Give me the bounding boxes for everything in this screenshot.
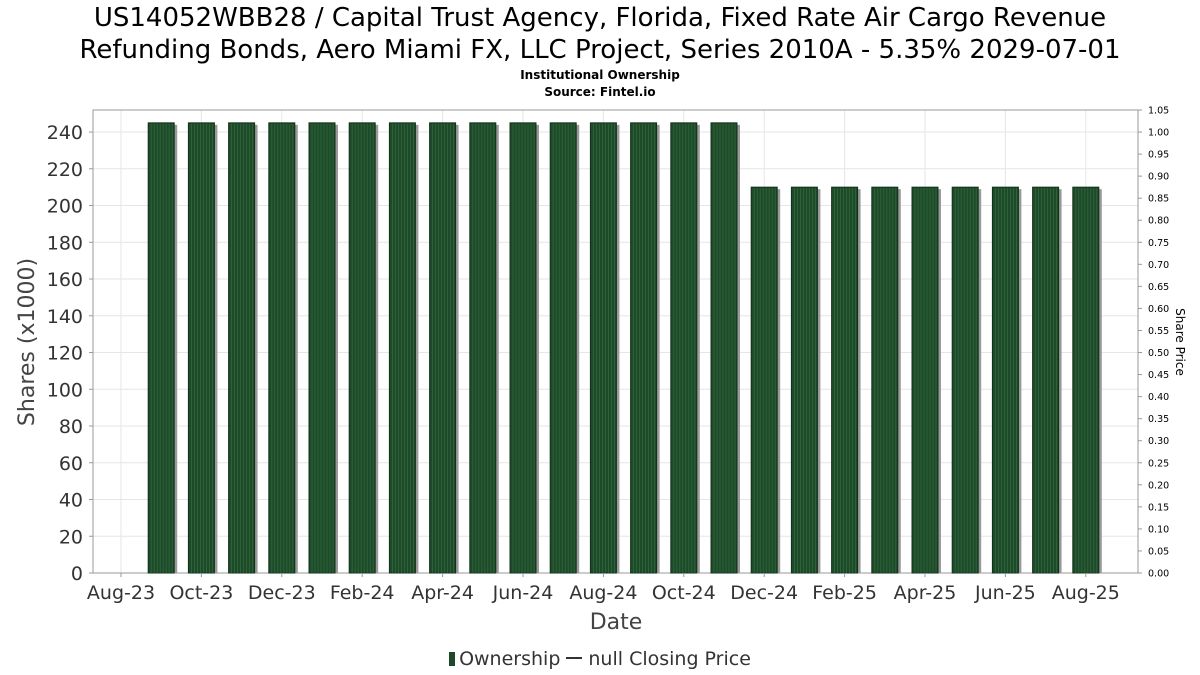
ownership-bar (710, 122, 738, 574)
y-tick-label: 60 (59, 453, 83, 475)
ownership-bar (348, 122, 376, 574)
x-tick-label: Jun-25 (974, 582, 1036, 604)
ownership-bar (1072, 186, 1100, 574)
y-tick-label: 0 (71, 563, 83, 585)
y2-tick-label: 0.05 (1148, 546, 1169, 557)
ownership-bar (549, 122, 577, 574)
x-tick-label: Apr-24 (411, 582, 474, 604)
y2-tick-label: 0.65 (1148, 282, 1169, 293)
ownership-bar (871, 186, 899, 574)
x-tick-label: Oct-24 (652, 582, 716, 604)
ownership-bar (670, 122, 698, 574)
ownership-bar (790, 186, 818, 574)
ownership-bar (831, 186, 859, 574)
y-axis-label: Shares (x1000) (15, 258, 40, 426)
ownership-bar (630, 122, 658, 574)
x-tick-label: Dec-23 (248, 582, 316, 604)
y-tick-label: 220 (47, 159, 83, 181)
y2-tick-label: 0.20 (1148, 480, 1169, 491)
y-tick-label: 20 (59, 526, 83, 548)
x-tick-label: Aug-25 (1052, 582, 1120, 604)
ownership-bar (187, 122, 215, 574)
y-tick-label: 240 (47, 122, 83, 144)
y2-tick-label: 0.60 (1148, 304, 1169, 315)
y2-tick-label: 0.10 (1148, 524, 1169, 535)
ownership-bar (750, 186, 778, 574)
x-tick-label: Feb-25 (812, 582, 877, 604)
x-tick-label: Oct-23 (169, 582, 233, 604)
ownership-bar (147, 122, 175, 574)
y-tick-label: 40 (59, 490, 83, 512)
y2-tick-label: 0.80 (1148, 216, 1169, 227)
ownership-bar (388, 122, 416, 574)
y-tick-label: 100 (47, 379, 83, 401)
y2-tick-label: 0.95 (1148, 150, 1169, 161)
y-axis: 0 20 40 60 80 100 120 140 160 180 200 220 240 (47, 122, 93, 585)
y-tick-label: 140 (47, 306, 83, 328)
y2-tick-label: 0.30 (1148, 436, 1169, 447)
y2-axis: 0.00 0.05 0.10 0.15 0.20 0.25 0.30 0.35 0.40 0.45… (1138, 106, 1169, 580)
x-tick-label: Feb-24 (330, 582, 395, 604)
ownership-bar (308, 122, 336, 574)
x-axis-label: Date (590, 610, 643, 635)
y2-tick-label: 0.25 (1148, 458, 1169, 469)
y2-tick-label: 0.40 (1148, 392, 1169, 403)
chart-title-line1: US14052WBB28 / Capital Trust Agency, Flo… (93, 3, 1107, 33)
chart-subtitle: Institutional Ownership (520, 68, 680, 82)
y2-tick-label: 1.00 (1148, 128, 1169, 139)
x-tick-label: Jun-24 (492, 582, 554, 604)
x-tick-label: Apr-25 (894, 582, 957, 604)
legend: Ownership null Closing Price (0, 648, 1200, 670)
bars (147, 122, 1102, 574)
ownership-bar (469, 122, 497, 574)
ownership-bar (589, 122, 617, 574)
ownership-bar (1032, 186, 1060, 574)
x-tick-label: Dec-24 (730, 582, 798, 604)
chart-source: Source: Fintel.io (544, 85, 656, 99)
y2-tick-label: 0.35 (1148, 414, 1169, 425)
y2-tick-label: 0.15 (1148, 502, 1169, 513)
x-tick-label: Aug-24 (569, 582, 637, 604)
y2-tick-label: 0.90 (1148, 172, 1169, 183)
x-axis: Aug-23 Oct-23 Dec-23 Feb-24 Apr-24 Jun-24 Aug-… (87, 573, 1120, 604)
y-tick-label: 200 (47, 196, 83, 218)
ownership-bar (991, 186, 1019, 574)
y-tick-label: 160 (47, 269, 83, 291)
y-tick-label: 80 (59, 416, 83, 438)
ownership-bar (951, 186, 979, 574)
ownership-legend-swatch (449, 652, 456, 666)
y2-axis-label: Share Price (1173, 308, 1187, 376)
y2-tick-label: 0.85 (1148, 194, 1169, 205)
price-legend-swatch (566, 657, 583, 659)
legend-ownership-label: Ownership (459, 648, 561, 670)
x-tick-label: Aug-23 (87, 582, 155, 604)
y2-tick-label: 0.00 (1148, 569, 1169, 580)
y2-tick-label: 0.55 (1148, 326, 1169, 337)
ownership-bar (228, 122, 256, 574)
y2-tick-label: 1.05 (1148, 106, 1169, 117)
ownership-bar (268, 122, 296, 574)
chart-title-line2: Refunding Bonds, Aero Miami FX, LLC Proj… (79, 35, 1121, 65)
legend-price-label: null Closing Price (588, 648, 751, 670)
ownership-bar (429, 122, 457, 574)
y-tick-label: 120 (47, 343, 83, 365)
y2-tick-label: 0.50 (1148, 348, 1169, 359)
y2-tick-label: 0.45 (1148, 370, 1169, 381)
ownership-bar (911, 186, 939, 574)
y-tick-label: 180 (47, 232, 83, 254)
y2-tick-label: 0.75 (1148, 238, 1169, 249)
y2-tick-label: 0.70 (1148, 260, 1169, 271)
ownership-bar (509, 122, 537, 574)
